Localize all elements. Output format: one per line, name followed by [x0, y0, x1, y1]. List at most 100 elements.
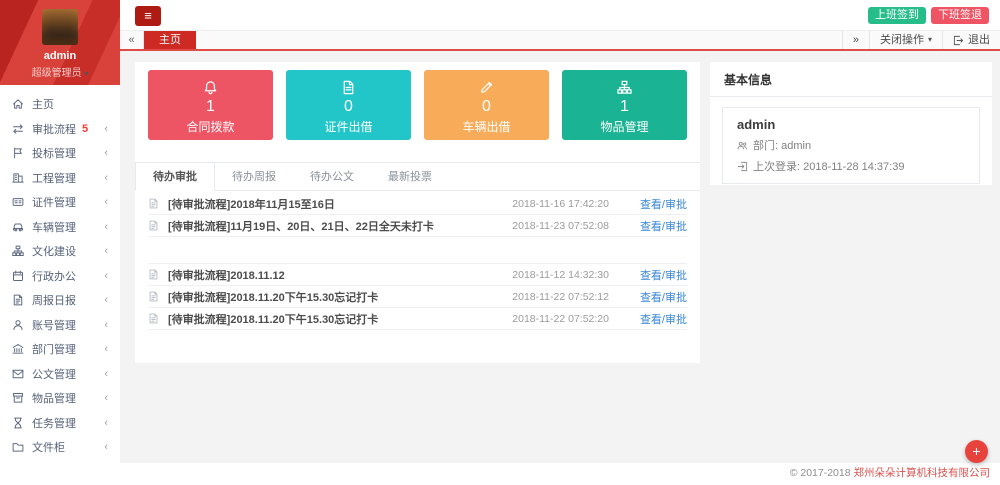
file-text-icon	[148, 198, 159, 209]
scroll-tabs-left-button[interactable]: «	[120, 31, 144, 49]
user-info-card: admin 部门: admin 上次登录: 2018-11-28 14:37:3…	[722, 107, 980, 184]
sidebar-item-label: 主页	[32, 99, 54, 112]
sidebar-item-documents[interactable]: 公文管理 ‹	[0, 362, 120, 387]
stat-value: 1	[206, 98, 215, 115]
floating-add-button[interactable]: +	[965, 440, 988, 463]
file-icon	[341, 80, 356, 95]
stat-label: 证件出借	[324, 120, 373, 135]
company-link[interactable]: 郑州朵朵计算机科技有限公司	[853, 467, 991, 479]
sidebar-item-admin-office[interactable]: 行政办公 ‹	[0, 264, 120, 289]
user-department: 部门: admin	[737, 137, 965, 153]
role-dropdown[interactable]: 超级管理员 ▾	[0, 64, 120, 79]
sidebar-item-tasks[interactable]: 任务管理 ‹	[0, 411, 120, 436]
calendar-icon	[12, 270, 24, 282]
envelope-icon	[12, 368, 24, 380]
building-icon	[12, 172, 24, 184]
stat-value: 1	[620, 98, 629, 115]
department-value: 部门: admin	[753, 140, 812, 152]
chevron-left-icon: ‹	[104, 245, 108, 258]
logout-label: 退出	[968, 34, 990, 46]
sidebar-item-engineering[interactable]: 工程管理 ‹	[0, 166, 120, 191]
sidebar-item-vehicles[interactable]: 车辆管理 ‹	[0, 215, 120, 240]
user-icon	[12, 319, 24, 331]
flag-icon	[12, 147, 24, 159]
checkin-button[interactable]: 上班签到	[868, 7, 926, 24]
exchange-icon	[12, 123, 24, 135]
scroll-tabs-right-button[interactable]: »	[841, 31, 869, 49]
sidebar-item-culture[interactable]: 文化建设 ‹	[0, 239, 120, 264]
view-approve-link[interactable]: 查看/审批	[639, 291, 687, 304]
sidebar-item-file-cabinet[interactable]: 文件柜 ‹	[0, 435, 120, 460]
sidebar-item-label: 物品管理	[32, 393, 76, 406]
todo-row: [待审批流程]2018.11.20下午15.30忘记打卡 2018-11-22 …	[148, 308, 687, 330]
sidebar-item-accounts[interactable]: 账号管理 ‹	[0, 313, 120, 338]
avatar[interactable]	[42, 9, 78, 45]
todo-time: 2018-11-22 07:52:12	[512, 290, 609, 303]
stat-card-vehicle-lending[interactable]: 0 车辆出借	[424, 70, 549, 140]
todo-title[interactable]: [待审批流程]2018.11.20下午15.30忘记打卡	[168, 313, 379, 326]
menu-toggle-button[interactable]: ≡	[135, 6, 161, 26]
chevron-left-icon: ‹	[104, 392, 108, 405]
sidebar-item-label: 证件管理	[32, 197, 76, 210]
sidebar-item-certificates[interactable]: 证件管理 ‹	[0, 190, 120, 215]
sidebar-item-departments[interactable]: 部门管理 ‹	[0, 337, 120, 362]
sidebar-item-bidding[interactable]: 投标管理 ‹	[0, 141, 120, 166]
tab-pending-documents[interactable]: 待办公文	[293, 162, 371, 191]
view-approve-link[interactable]: 查看/审批	[639, 313, 687, 326]
hamburger-icon: ≡	[144, 8, 152, 23]
view-approve-link[interactable]: 查看/审批	[639, 220, 687, 233]
sidebar-item-home[interactable]: 主页	[0, 92, 120, 117]
close-operations-label: 关闭操作	[879, 34, 924, 46]
todo-title[interactable]: [待审批流程]2018.11.12	[168, 269, 285, 282]
view-approve-link[interactable]: 查看/审批	[639, 198, 687, 211]
sidebar-item-label: 部门管理	[32, 344, 76, 357]
todo-title[interactable]: [待审批流程]2018.11.20下午15.30忘记打卡	[168, 291, 379, 304]
car-icon	[12, 221, 24, 233]
checkout-button[interactable]: 下班签退	[931, 7, 989, 24]
chevron-left-icon: ‹	[104, 318, 108, 331]
tab-home[interactable]: 主页	[144, 31, 196, 49]
todo-title[interactable]: [待审批流程]11月19日、20日、21日、22日全天未打卡	[168, 220, 434, 233]
chevron-left-icon: ‹	[104, 196, 108, 209]
box-icon	[12, 392, 24, 404]
stat-card-contract-funding[interactable]: 1 合同拨款	[148, 70, 273, 140]
tab-pending-weekly-report[interactable]: 待办周报	[215, 162, 293, 191]
hourglass-icon	[12, 417, 24, 429]
tab-pending-approval[interactable]: 待办审批	[135, 162, 215, 191]
stat-label: 合同拨款	[186, 120, 235, 135]
sidebar-item-goods[interactable]: 物品管理 ‹	[0, 386, 120, 411]
view-approve-link[interactable]: 查看/审批	[639, 269, 687, 282]
chevron-left-icon: ‹	[104, 220, 108, 233]
chevron-left-icon: ‹	[104, 343, 108, 356]
todo-tabs: 待办审批 待办周报 待办公文 最新投票	[135, 162, 700, 191]
sidebar-item-label: 任务管理	[32, 417, 76, 430]
todo-title[interactable]: [待审批流程]2018年11月15至16日	[168, 198, 335, 211]
stat-card-certificate-lending[interactable]: 0 证件出借	[286, 70, 411, 140]
username: admin	[43, 50, 77, 62]
file-text-icon	[148, 313, 159, 324]
todo-row: [待审批流程]2018年11月15至16日 2018-11-16 17:42:2…	[148, 193, 687, 215]
topbar: ≡ 上班签到 下班签退	[120, 0, 1000, 30]
bell-icon	[203, 80, 218, 95]
session-buttons: 上班签到 下班签退	[868, 7, 989, 24]
todo-time: 2018-11-12 14:32:30	[512, 268, 609, 281]
logout-button[interactable]: 退出	[942, 31, 1000, 49]
sidebar-item-approval-flow[interactable]: 审批流程 5 ‹	[0, 117, 120, 142]
sign-in-icon	[737, 161, 748, 172]
pencil-icon	[479, 80, 494, 95]
caret-down-icon: ▾	[927, 35, 932, 44]
sidebar-item-label: 行政办公	[32, 270, 76, 283]
sidebar-item-label: 文化建设	[32, 246, 76, 259]
basic-info-panel: 基本信息 admin 部门: admin 上次登录: 2018-11-28 14…	[710, 62, 992, 185]
stat-card-goods-management[interactable]: 1 物品管理	[562, 70, 687, 140]
chevron-left-icon: ‹	[104, 171, 108, 184]
tab-latest-votes[interactable]: 最新投票	[371, 162, 449, 191]
file-text-icon	[148, 269, 159, 280]
role-label: 超级管理员	[31, 68, 82, 79]
sidebar-item-reports[interactable]: 周报日报 ‹	[0, 288, 120, 313]
close-operations-dropdown[interactable]: 关闭操作 ▾	[868, 31, 942, 49]
sidebar-item-label: 周报日报	[32, 295, 76, 308]
copyright-text: © 2017-2018	[789, 467, 851, 479]
main-panel: 1 合同拨款 0 证件出借 0 车辆出借 1 物品管理 待办审批 待办周报 待	[135, 62, 700, 363]
